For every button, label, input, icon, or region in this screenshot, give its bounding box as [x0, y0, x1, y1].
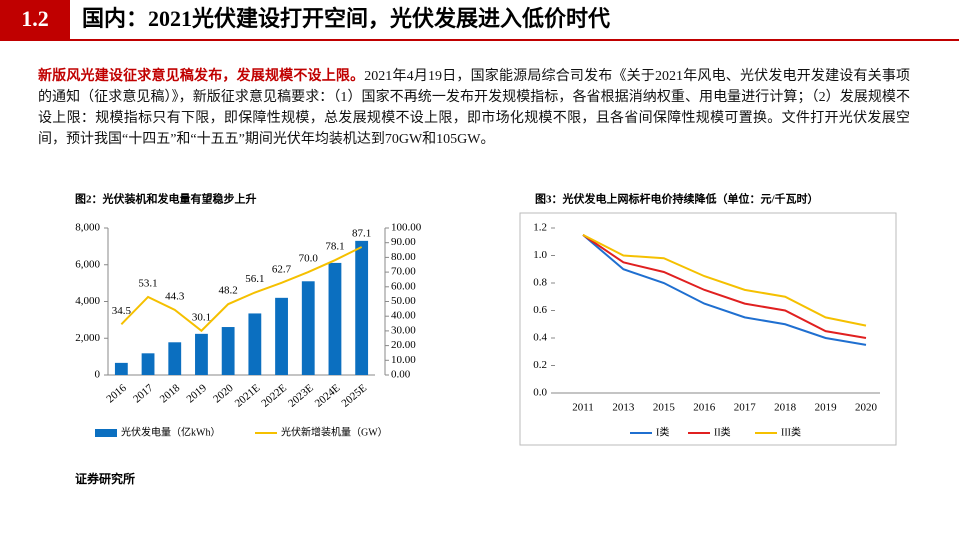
data-label: 62.7 — [272, 263, 292, 275]
legend-swatch — [95, 429, 117, 437]
y2-tick-label: 30.00 — [391, 324, 416, 336]
y-tick-label: 0.6 — [533, 304, 547, 316]
y2-tick-label: 10.00 — [391, 354, 416, 366]
y-tick-label: 6,000 — [75, 258, 100, 270]
y-tick-label: 0.0 — [533, 387, 547, 399]
data-label: 53.1 — [138, 277, 157, 289]
bar — [168, 342, 182, 375]
source: 证券研究所 — [75, 471, 135, 486]
chart-title: 图3：光伏发电上网标杆电价持续降低（单位：元/千瓦时） — [535, 192, 819, 206]
data-label: 30.1 — [192, 311, 211, 323]
bar — [195, 333, 208, 375]
bar — [328, 262, 342, 375]
bar — [355, 240, 369, 375]
x-tick-label: 2018 — [158, 382, 183, 406]
y2-tick-label: 80.00 — [391, 251, 416, 263]
bar — [221, 327, 235, 375]
y-tick-label: 8,000 — [75, 222, 100, 234]
bar — [301, 281, 315, 375]
legend-label: 光伏新增装机量（GW） — [281, 425, 388, 438]
x-tick-label: 2011 — [572, 402, 594, 414]
y-tick-label: 1.2 — [533, 222, 547, 234]
data-label: 48.2 — [219, 285, 238, 297]
y-tick-label: 0 — [95, 369, 101, 381]
y2-tick-label: 100.00 — [391, 222, 422, 234]
x-tick-label: 2022E — [259, 382, 289, 410]
y2-tick-label: 70.00 — [391, 266, 416, 278]
series-line — [582, 234, 867, 339]
data-label: 87.1 — [352, 227, 371, 239]
x-tick-label: 2024E — [313, 382, 343, 410]
chart-frame — [519, 212, 897, 446]
x-tick-label: 2019 — [815, 402, 838, 414]
y2-tick-label: 60.00 — [391, 280, 416, 292]
x-tick-label: 2023E — [286, 382, 316, 410]
y-tick-label: 0.4 — [533, 332, 547, 344]
x-tick-label: 2016 — [693, 402, 716, 414]
header-title: 国内：2021光伏建设打开空间，光伏发展进入低价时代 — [82, 6, 610, 31]
y-tick-label: 0.8 — [533, 277, 547, 289]
series-line — [120, 246, 363, 333]
data-label: 34.5 — [112, 305, 132, 317]
y-tick-label: 1.0 — [533, 249, 547, 261]
x-tick-label: 2021E — [233, 382, 263, 410]
bar — [114, 362, 128, 375]
x-tick-label: 2017 — [131, 382, 156, 406]
y2-tick-label: 20.00 — [391, 339, 416, 351]
x-tick-label: 2016 — [104, 382, 129, 406]
header-badge — [0, 0, 70, 40]
y-tick-label: 0.2 — [533, 359, 547, 371]
bar — [248, 313, 262, 375]
x-tick-label: 2013 — [612, 402, 635, 414]
x-tick-label: 2019 — [184, 382, 209, 406]
y2-tick-label: 0.00 — [391, 369, 411, 381]
y-tick-label: 2,000 — [75, 332, 100, 344]
y2-tick-label: 40.00 — [391, 310, 416, 322]
legend-label: II类 — [714, 425, 731, 438]
x-tick-label: 2017 — [734, 402, 757, 414]
paragraph-body: 2021年4月19日，国家能源局综合司发布《关于2021年风电、光伏发电开发建设… — [38, 69, 911, 147]
chart-title: 图2：光伏装机和发电量有望稳步上升 — [75, 192, 257, 206]
y2-tick-label: 90.00 — [391, 236, 416, 248]
y-tick-label: 4,000 — [75, 295, 100, 307]
data-label: 78.1 — [325, 241, 344, 253]
data-label: 70.0 — [299, 253, 319, 265]
legend-label: 光伏发电量（亿kWh） — [121, 425, 220, 438]
y2-tick-label: 50.00 — [391, 295, 416, 307]
bar — [275, 297, 288, 375]
data-label: 44.3 — [165, 290, 185, 302]
x-tick-label: 2015 — [653, 402, 676, 414]
legend-label: I类 — [656, 425, 669, 438]
series-line — [582, 234, 867, 346]
paragraph-lead: 新版风光建设征求意见稿发布，发展规模不设上限。 — [38, 69, 365, 84]
data-label: 56.1 — [245, 273, 264, 285]
legend-label: III类 — [781, 425, 801, 438]
x-tick-label: 2020 — [855, 402, 878, 414]
bar — [141, 353, 155, 375]
x-tick-label: 2018 — [774, 402, 797, 414]
x-tick-label: 2025E — [339, 382, 369, 410]
paragraph: 新版风光建设征求意见稿发布，发展规模不设上限。2021年4月19日，国家能源局综… — [38, 66, 910, 150]
x-tick-label: 2020 — [211, 382, 236, 406]
header-number: 1.2 — [21, 6, 49, 31]
series-line — [582, 233, 867, 327]
